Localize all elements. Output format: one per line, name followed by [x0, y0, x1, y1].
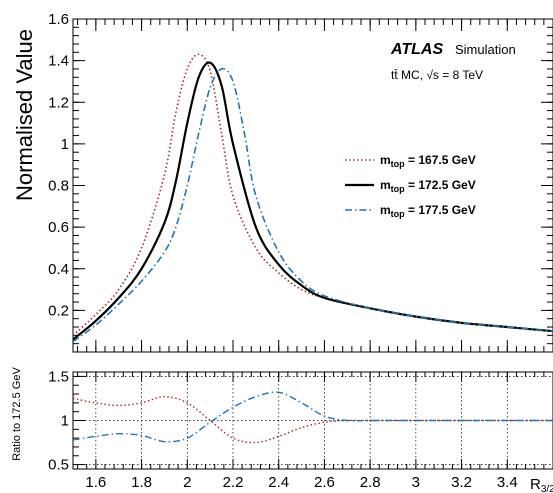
- ratio-y-axis-label: Ratio to 172.5 GeV: [11, 367, 23, 461]
- x-tick-label: 2.2: [223, 474, 244, 491]
- main-series-line-2: [73, 67, 553, 343]
- process-label: tt̄ MC, √s = 8 TeV: [391, 68, 483, 82]
- x-axis-label-main: R: [530, 476, 541, 493]
- main-y-tick-label: 0.2: [48, 302, 69, 319]
- main-y-tick-label: 0.6: [48, 219, 69, 236]
- x-tick-label: 3.4: [497, 474, 518, 491]
- x-tick-label: 2: [183, 474, 191, 491]
- main-y-tick-label: 0.8: [48, 178, 69, 195]
- main-curves: [73, 53, 553, 343]
- main-y-tick-label: 1.4: [48, 53, 69, 70]
- x-tick-label: 2.8: [360, 474, 381, 491]
- ratio-y-tick-label: 0.5: [48, 457, 69, 474]
- ratio-series-line-1: [73, 391, 553, 443]
- legend-label-sub: top: [391, 159, 405, 169]
- legend-label-sub: top: [391, 209, 405, 219]
- ratio-y-tick-label: 1: [61, 413, 69, 430]
- atlas-label: ATLAS: [390, 41, 443, 58]
- x-tick-label: 3.2: [451, 474, 472, 491]
- x-tick-label: 1.6: [85, 474, 106, 491]
- x-ticks: 1.6 1.8 2 2.2 2.4 2.6 2.8 3 3.2 3.4: [77, 19, 545, 491]
- main-series-line-1: [73, 61, 553, 341]
- main-y-tick-label: 0.4: [48, 261, 69, 278]
- main-y-axis-label: Normalised Value: [12, 29, 37, 201]
- legend-label-rest: = 177.5 GeV: [405, 203, 476, 217]
- legend-label-0: mtop = 167.5 GeV: [380, 153, 476, 169]
- ratio-curves: [73, 391, 553, 444]
- legend-label-main: m: [380, 203, 391, 217]
- legend-label-main: m: [380, 153, 391, 167]
- x-axis-label-sub: 3/2: [541, 484, 553, 493]
- legend-label-rest: = 172.5 GeV: [405, 178, 476, 192]
- x-tick-label: 1.8: [131, 474, 152, 491]
- legend-label-sub: top: [391, 184, 405, 194]
- main-y-tick-label: 1.6: [48, 11, 69, 28]
- main-y-tick-label: 1: [61, 136, 69, 153]
- legend-label-1: mtop = 172.5 GeV: [380, 178, 476, 194]
- x-tick-label: 2.4: [268, 474, 289, 491]
- legend-label-main: m: [380, 178, 391, 192]
- ratio-y-tick-label: 1.5: [48, 368, 69, 385]
- x-tick-label: 3: [412, 474, 420, 491]
- main-y-tick-label: 1.2: [48, 94, 69, 111]
- x-axis-label: R3/2: [530, 476, 553, 493]
- legend-label-rest: = 167.5 GeV: [405, 153, 476, 167]
- main-y-ticks: 0.2 0.4 0.6 0.8 1 1.2 1.4 1.6: [48, 11, 553, 345]
- x-tick-label: 2.6: [314, 474, 335, 491]
- legend-label-2: mtop = 177.5 GeV: [380, 203, 476, 219]
- simulation-label: Simulation: [455, 42, 516, 57]
